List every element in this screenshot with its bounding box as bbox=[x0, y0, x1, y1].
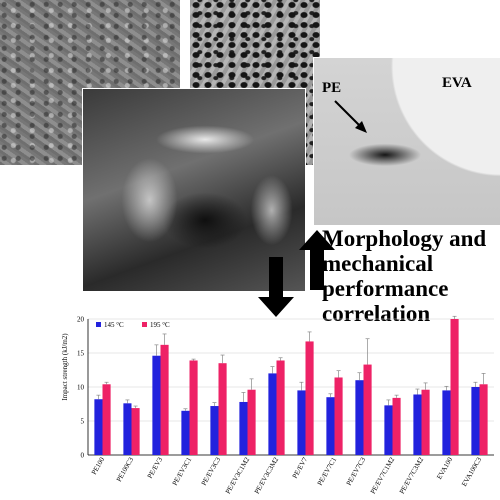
bar-195-9 bbox=[363, 364, 372, 455]
bar-195-8 bbox=[334, 377, 343, 455]
x-tick-label: PE/EV7C3 bbox=[345, 456, 368, 487]
y-tick-label: 5 bbox=[81, 418, 85, 426]
bar-195-0 bbox=[102, 384, 111, 455]
title-line-2: mechanical bbox=[322, 251, 434, 276]
tem-micrograph bbox=[313, 57, 500, 226]
x-tick-label: PE/EV7C3M2 bbox=[398, 456, 426, 496]
bar-145-13 bbox=[471, 387, 480, 455]
legend-label: 195 °C bbox=[150, 321, 170, 329]
title-line-3: performance bbox=[322, 276, 449, 301]
legend-swatch bbox=[142, 322, 147, 327]
x-tick-label: PE/EV3C3 bbox=[200, 456, 223, 487]
bar-145-8 bbox=[326, 397, 335, 455]
bar-145-1 bbox=[123, 403, 132, 455]
double-arrow-icon bbox=[258, 230, 335, 317]
bar-145-10 bbox=[384, 405, 393, 455]
x-tick-label: PE/EV3C3M2 bbox=[253, 456, 281, 496]
sem-micrograph-center bbox=[82, 88, 306, 292]
bar-145-4 bbox=[210, 406, 219, 455]
chart-bars bbox=[94, 315, 488, 455]
x-tick-label: PE/EV7C1M2 bbox=[369, 456, 397, 496]
bar-145-5 bbox=[239, 401, 248, 455]
bar-195-7 bbox=[305, 341, 314, 455]
bar-145-2 bbox=[152, 355, 161, 455]
bar-195-1 bbox=[131, 408, 140, 455]
bar-145-7 bbox=[297, 390, 306, 455]
bar-195-5 bbox=[247, 389, 256, 455]
bar-145-11 bbox=[413, 394, 422, 455]
x-tick-label: PE/EV7C1 bbox=[316, 456, 339, 487]
y-tick-label: 10 bbox=[77, 384, 85, 392]
impact-strength-bar-chart: 0 5 10 15 20 PE100 PE100C3 PE/EV3 PE/EV3C1 PE/EV3… bbox=[61, 315, 494, 496]
x-tick-label: PE100 bbox=[90, 456, 107, 477]
sem-micrograph-top-left bbox=[0, 0, 180, 165]
x-tick-label: PE/EV3C1M2 bbox=[224, 456, 252, 496]
figure-title: Morphology and mechanical performance co… bbox=[322, 226, 500, 326]
bar-195-2 bbox=[160, 344, 169, 455]
pe-phase-label: PE bbox=[322, 80, 342, 96]
chart-y-axis-label: Impact strength (kJ/m2) bbox=[61, 333, 69, 401]
bar-195-11 bbox=[421, 389, 430, 455]
x-tick-label: PE/EV7 bbox=[291, 456, 310, 480]
bar-145-3 bbox=[181, 410, 190, 455]
bar-195-10 bbox=[392, 397, 401, 455]
x-tick-label: EVA100 bbox=[435, 456, 454, 481]
x-tick-label: EVA100C3 bbox=[460, 456, 483, 488]
x-tick-label: PE/EV3 bbox=[146, 456, 165, 480]
bar-195-6 bbox=[276, 360, 285, 455]
bar-145-12 bbox=[442, 390, 451, 455]
y-tick-label: 15 bbox=[77, 350, 85, 358]
chart-gridlines bbox=[88, 318, 494, 456]
y-tick-label: 20 bbox=[77, 316, 85, 324]
title-line-4: correlation bbox=[322, 301, 431, 326]
x-tick-label: PE100C3 bbox=[115, 456, 136, 484]
x-tick-label: PE/EV3C1 bbox=[171, 456, 194, 487]
legend-swatch bbox=[96, 322, 101, 327]
bar-195-4 bbox=[218, 363, 227, 455]
bar-145-9 bbox=[355, 380, 364, 455]
legend-label: 145 °C bbox=[104, 321, 124, 329]
bar-145-6 bbox=[268, 373, 277, 455]
bar-195-13 bbox=[479, 384, 488, 455]
chart-legend: 145 °C 195 °C bbox=[96, 321, 170, 329]
title-line-1: Morphology and bbox=[322, 226, 487, 251]
bar-195-12 bbox=[450, 319, 459, 455]
y-tick-label: 0 bbox=[81, 452, 85, 460]
eva-phase-label: EVA bbox=[442, 75, 472, 91]
bar-195-3 bbox=[189, 360, 198, 455]
bar-145-0 bbox=[94, 399, 103, 455]
